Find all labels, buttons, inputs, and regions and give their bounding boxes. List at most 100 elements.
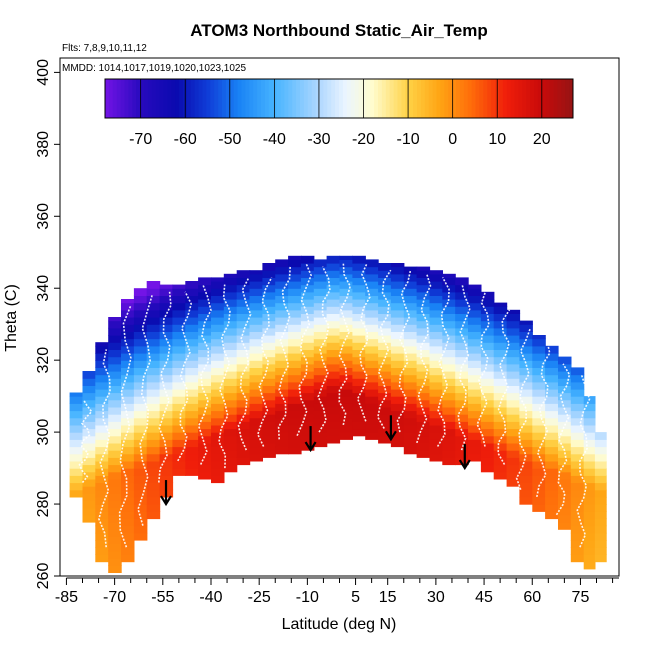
heatmap-cell (429, 381, 443, 390)
heatmap-cell (249, 432, 263, 440)
colorbar-segment (190, 79, 196, 118)
heatmap-cell (288, 266, 302, 275)
heatmap-cell (108, 349, 122, 358)
heatmap-cell (594, 532, 607, 541)
heatmap-cell (121, 381, 135, 390)
heatmap-cell (121, 338, 135, 347)
heatmap-cell (95, 540, 109, 548)
heatmap-cell (288, 410, 302, 419)
heatmap-cell (532, 417, 546, 426)
colorbar-segment (467, 79, 473, 118)
heatmap-cell (442, 406, 456, 415)
heatmap-cell (532, 460, 546, 469)
heatmap-cell (82, 371, 96, 379)
heatmap-cell (468, 324, 482, 332)
heatmap-cell (416, 428, 431, 437)
heatmap-cell (429, 317, 443, 325)
heatmap-cell (365, 374, 379, 383)
heatmap-cell (416, 435, 431, 444)
heatmap-cell (480, 399, 495, 408)
heatmap-cell (133, 345, 148, 354)
heatmap-cell (378, 428, 392, 437)
colorbar-segment (537, 79, 543, 118)
heatmap-cell (468, 345, 482, 354)
heatmap-cell (468, 403, 482, 412)
heatmap-cell (108, 500, 122, 509)
heatmap-cell (326, 335, 341, 343)
heatmap-cell (468, 331, 482, 340)
heatmap-cell (339, 345, 353, 354)
heatmap-cell (558, 522, 572, 530)
heatmap-cell (185, 446, 199, 455)
colorbar-segment (284, 79, 289, 118)
heatmap-cell (339, 403, 353, 412)
heatmap-cell (121, 403, 135, 412)
heatmap-cell (545, 453, 559, 462)
heatmap-cell (390, 367, 405, 376)
heatmap-cell (108, 342, 122, 350)
heatmap-cell (545, 367, 559, 376)
heatmap-cell (558, 356, 572, 365)
heatmap-cell (352, 406, 366, 415)
heatmap-cell (442, 435, 456, 444)
heatmap-cell (300, 299, 315, 307)
colorbar-segment (303, 79, 309, 118)
heatmap-cell (352, 263, 366, 271)
flight-profile-trace (277, 266, 291, 440)
heatmap-cell (468, 338, 482, 347)
heatmap-cell (288, 281, 302, 289)
heatmap-cell (468, 295, 482, 304)
heatmap-cell (288, 424, 302, 433)
heatmap-cell (262, 378, 276, 386)
heatmap-cell (108, 327, 122, 336)
colorbar-segment (553, 79, 558, 118)
heatmap-cell (313, 417, 328, 426)
heatmap-cell (532, 410, 546, 419)
heatmap-cell (108, 565, 122, 573)
heatmap-cell (82, 392, 96, 401)
heatmap-cell (594, 554, 607, 563)
heatmap-cell (146, 288, 161, 296)
heatmap-cell (262, 263, 276, 271)
heatmap-cell (416, 349, 431, 358)
heatmap-cell (108, 450, 122, 458)
heatmap-cell (519, 396, 533, 404)
colorbar-segment (385, 79, 391, 118)
heatmap-cell (378, 349, 392, 358)
colorbar-segment (498, 79, 504, 118)
heatmap-cell (378, 327, 392, 336)
heatmap-cell (108, 464, 122, 473)
heatmap-cell (570, 496, 585, 505)
arrow-marker (458, 444, 471, 471)
heatmap-cell (223, 356, 238, 365)
heatmap-cell (545, 410, 559, 419)
heatmap-cell (429, 302, 443, 311)
heatmap-cell (185, 403, 199, 412)
heatmap-cell (288, 309, 302, 318)
x-tick-label: 75 (572, 589, 590, 606)
heatmap-cell (262, 277, 276, 286)
heatmap-cell (493, 371, 508, 379)
heatmap-cell (172, 460, 186, 469)
heatmap-cell (390, 317, 405, 325)
heatmap-cell (455, 392, 469, 401)
heatmap-cell (95, 381, 109, 390)
heatmap-cell (223, 414, 238, 422)
heatmap-cell (532, 424, 546, 433)
heatmap-cell (236, 385, 251, 394)
heatmap-cell (108, 457, 122, 466)
heatmap-cell (545, 439, 559, 448)
heatmap-cell (493, 349, 508, 358)
heatmap-cell (95, 410, 109, 419)
heatmap-cell (532, 381, 546, 390)
heatmap-cell (133, 317, 148, 325)
heatmap-cell (223, 428, 238, 437)
heatmap-cell (288, 302, 302, 311)
heatmap-cell (352, 378, 366, 386)
heatmap-cell (159, 284, 174, 289)
heatmap-cell (198, 378, 212, 386)
heatmap-cell (480, 291, 495, 300)
heatmap-cell (455, 435, 469, 444)
heatmap-cell (198, 457, 212, 466)
heatmap-cell (326, 371, 341, 379)
